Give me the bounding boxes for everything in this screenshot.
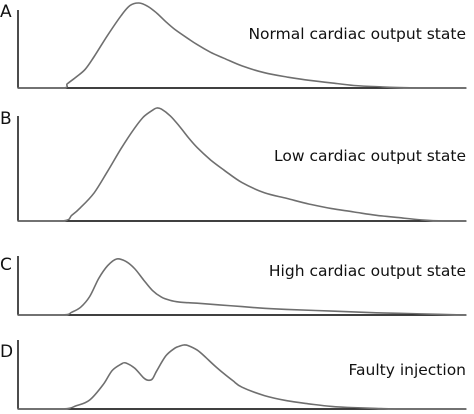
panel-a: A Normal cardiac output state: [0, 2, 467, 89]
panel-b-letter: B: [0, 109, 12, 129]
panel-c-curve-line: [17, 258, 467, 316]
panel-b: B Low cardiac output state: [0, 107, 467, 222]
panel-a-title: Normal cardiac output state: [248, 25, 466, 43]
panel-c-letter: C: [0, 255, 12, 275]
panel-c-title: High cardiac output state: [269, 262, 466, 280]
panel-b-title: Low cardiac output state: [274, 147, 466, 165]
panel-a-letter: A: [0, 2, 12, 22]
panel-d-title: Faulty injection: [349, 361, 466, 379]
panel-d-letter: D: [0, 342, 13, 362]
panel-b-curve-line: [17, 107, 467, 222]
panel-a-curve-line: [17, 2, 467, 89]
panel-d: D Faulty injection: [0, 340, 467, 410]
panel-c: C High cardiac output state: [0, 255, 467, 316]
panel-d-curve-line: [17, 344, 467, 410]
